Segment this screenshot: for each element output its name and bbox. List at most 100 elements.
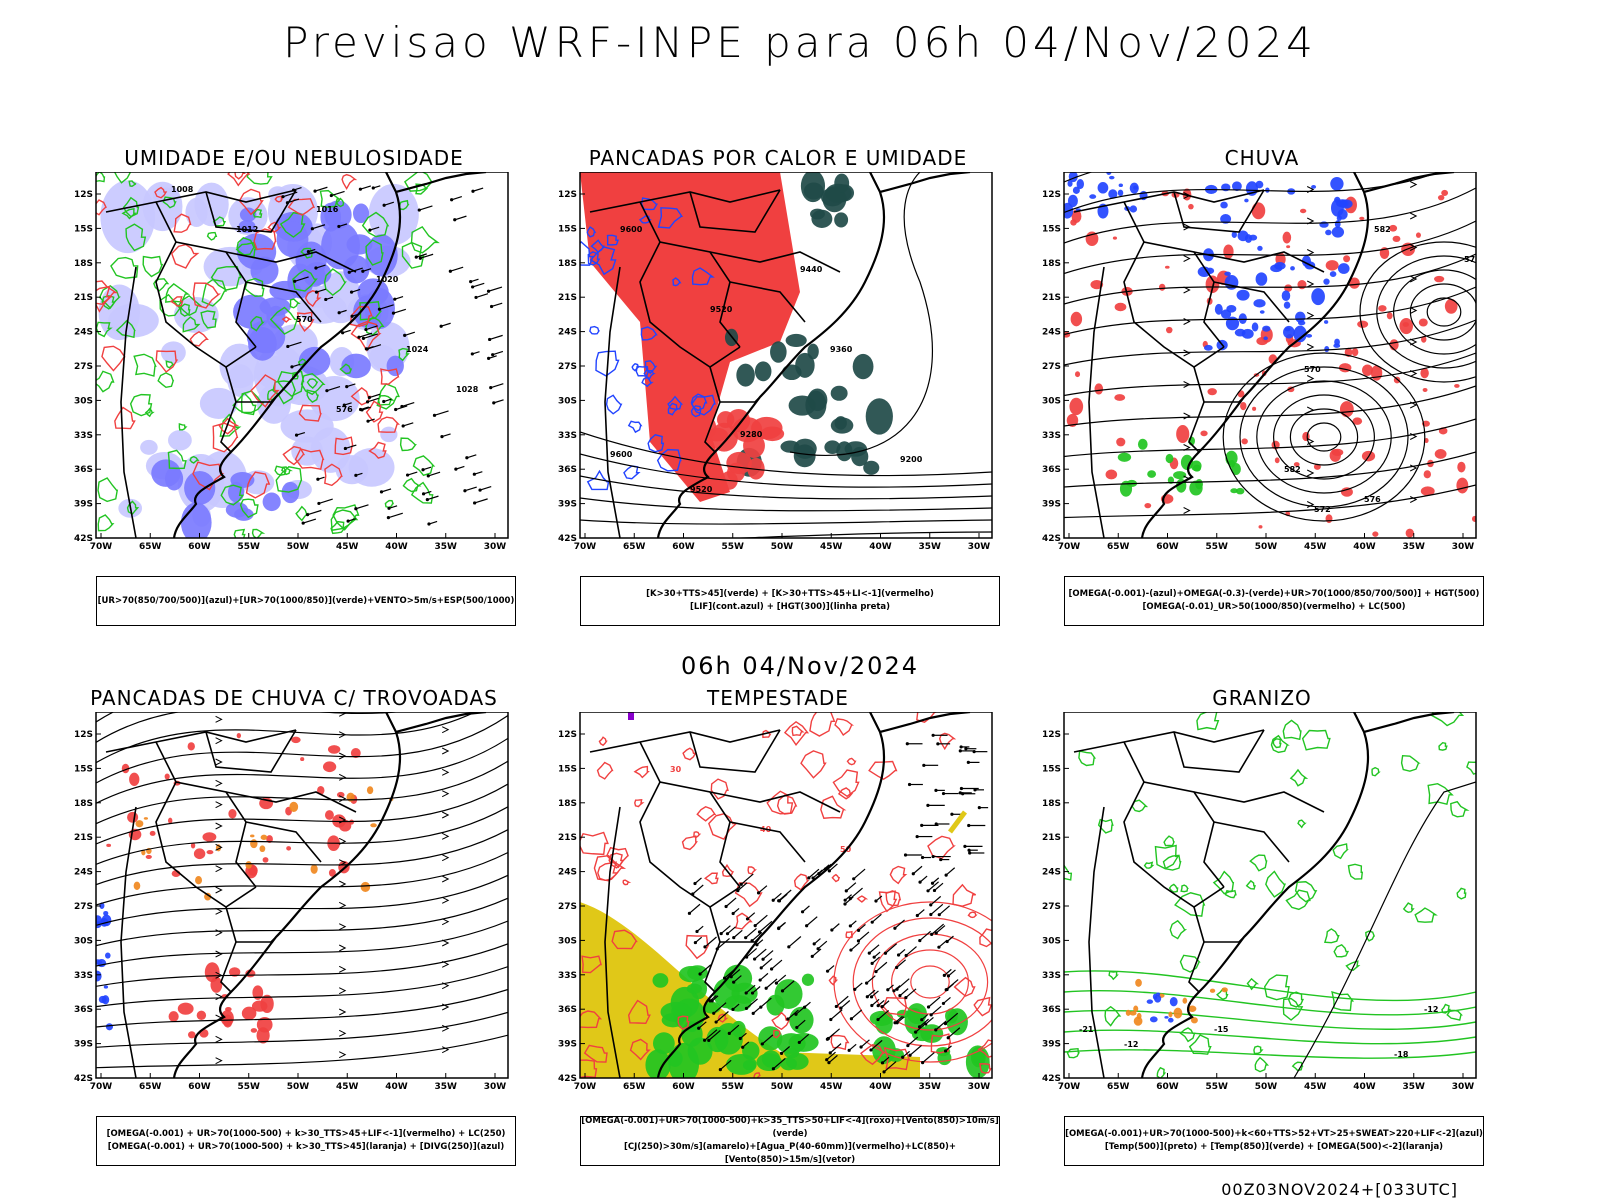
lif-contour-blue	[647, 433, 665, 453]
wind-arrow-head	[849, 1017, 854, 1021]
lon-tick-label: 30W	[484, 542, 507, 552]
streamline	[1064, 385, 1476, 427]
wind-arrow-head	[347, 270, 351, 274]
wind-arrow-head	[358, 187, 362, 191]
humidity-contour-green	[126, 500, 140, 515]
wind-arrow-head	[926, 889, 930, 893]
humidity-contour-green	[276, 370, 305, 397]
streamline-arrow	[1306, 217, 1315, 225]
wind-arrow-head	[751, 1011, 755, 1015]
streamline	[96, 783, 508, 845]
temp850-contour-green	[1265, 870, 1286, 898]
lat-tick-label: 24S	[1042, 328, 1061, 338]
wind-arrow-head	[314, 266, 318, 270]
wind-arrow	[369, 393, 381, 399]
wind-vector	[782, 980, 795, 992]
wind-arrow	[440, 322, 451, 327]
legend-box: [OMEGA(-0.001)-(azul)+OMEGA(-0.3)-(verde…	[1064, 576, 1484, 626]
convective-area-teal	[824, 440, 841, 454]
country-border	[236, 936, 277, 943]
wind-vector	[922, 1052, 935, 1064]
rain-area-red	[1164, 265, 1170, 269]
wind-area-green	[652, 973, 669, 988]
streamline	[1064, 172, 1441, 214]
wind-vector	[912, 865, 923, 875]
thickness-contour-red	[341, 173, 358, 190]
wind-arrow-head	[977, 806, 981, 810]
wind-arrow-head	[341, 331, 345, 335]
wind-vector	[808, 868, 820, 879]
wind-arrow-head	[401, 424, 405, 428]
temp850-contour-green	[1097, 818, 1114, 834]
rain-area-red	[1372, 531, 1379, 537]
lat-tick-label: 24S	[74, 328, 93, 338]
wind-vector	[740, 873, 754, 885]
lif-contour-blue	[589, 325, 601, 335]
humidity-contour-green	[246, 172, 273, 185]
rain-area-red	[1378, 305, 1387, 312]
rain-area-blue	[1244, 198, 1249, 203]
wind-arrow-head	[294, 433, 299, 437]
wind-arrow-head	[317, 501, 321, 506]
humidity-layer-light	[380, 426, 398, 443]
wind-vector	[858, 931, 870, 942]
country-border	[1123, 201, 1225, 348]
legend-line: [K>30+TTS>45](verde) + [K>30+TTS>45+LI<-…	[646, 589, 934, 599]
rain-area-blue	[1109, 175, 1115, 180]
storm-area-red	[196, 1010, 207, 1020]
wind-arrow-head	[942, 973, 946, 977]
wind-arrow-head	[755, 943, 759, 947]
water-contour-red	[953, 976, 976, 997]
storm-area-orange	[259, 845, 266, 853]
wind-arrow-head	[453, 218, 457, 222]
rain-area-blue	[1236, 289, 1250, 301]
legend-line: [OMEGA(-0.001)+UR>70(1000-500)+k>35_TTS>…	[581, 1116, 999, 1139]
streamline-arrow	[338, 1051, 347, 1059]
wind-arrow-head	[354, 507, 358, 511]
omega-area-orange	[1125, 1009, 1131, 1016]
wind-vector	[883, 1061, 897, 1073]
lat-tick-label: 27S	[74, 362, 93, 372]
main-title: Previsao WRF-INPE para 06h 04/Nov/2024	[283, 18, 1317, 67]
wind-vector	[761, 1034, 774, 1045]
wind-arrow	[407, 471, 418, 476]
wind-area-green	[686, 983, 702, 994]
streamline-arrow	[1183, 255, 1191, 262]
wind-arrow-head	[377, 307, 382, 311]
lon-tick-label: 45W	[820, 1082, 843, 1092]
wind-arrow-head	[946, 974, 951, 978]
isobar-label: 1028	[456, 385, 479, 394]
rain-area-blue	[1118, 183, 1123, 188]
temp850-contour-green	[1143, 861, 1155, 869]
wind-arrow-head	[872, 955, 876, 959]
map-frame	[1063, 172, 1477, 539]
streamline-arrow	[338, 944, 347, 952]
wind-arrow-head	[886, 988, 890, 992]
rain-area-red	[1434, 275, 1445, 283]
water-contour-red	[979, 1063, 992, 1074]
humidity-layer-blue	[386, 355, 404, 377]
isobar-label: 576	[336, 405, 353, 414]
lon-tick-label: 35W	[435, 1082, 458, 1092]
lon-tick-label: 50W	[771, 542, 794, 552]
streamline-arrow	[338, 731, 347, 739]
wind-vector	[828, 863, 838, 872]
rain-area-blue	[1331, 226, 1345, 238]
wind-arrow-head	[941, 791, 946, 796]
wind-vector	[745, 927, 757, 939]
temperature-label: -18	[1394, 1050, 1409, 1059]
storm-area-red	[236, 732, 242, 739]
wind-arrow	[287, 341, 302, 348]
rain-area-blue	[1283, 301, 1291, 309]
lon-tick-label: 70W	[1058, 1082, 1081, 1092]
temp850-contour-green	[1169, 919, 1188, 940]
humidity-contour-green	[110, 256, 139, 279]
streamline-arrow	[338, 816, 347, 824]
humidity-contour-green	[128, 180, 137, 188]
rain-area-red	[1116, 437, 1126, 447]
humidity-layer-light	[348, 447, 395, 487]
lon-tick-label: 45W	[1304, 1082, 1327, 1092]
storm-area-red	[250, 1028, 258, 1033]
wind-arrow-head	[486, 289, 491, 293]
panel-pancadas-calor: PANCADAS POR CALOR E UMIDADE 9600 9520 944…	[558, 146, 1000, 626]
